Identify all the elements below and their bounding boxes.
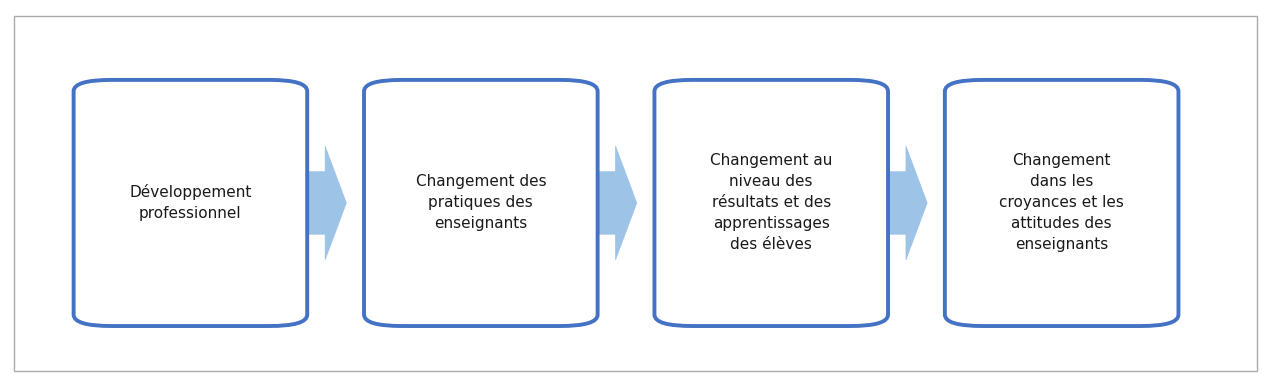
FancyBboxPatch shape [655, 80, 888, 326]
Polygon shape [576, 146, 637, 260]
Polygon shape [286, 146, 347, 260]
Text: Changement
dans les
croyances et les
attitudes des
enseignants: Changement dans les croyances et les att… [999, 154, 1124, 252]
Text: Développement
professionnel: Développement professionnel [130, 185, 252, 221]
FancyBboxPatch shape [364, 80, 597, 326]
Polygon shape [867, 146, 927, 260]
Text: Changement au
niveau des
résultats et des
apprentissages
des élèves: Changement au niveau des résultats et de… [710, 154, 833, 252]
Text: Changement des
pratiques des
enseignants: Changement des pratiques des enseignants [416, 175, 547, 231]
FancyBboxPatch shape [74, 80, 308, 326]
FancyBboxPatch shape [944, 80, 1178, 326]
